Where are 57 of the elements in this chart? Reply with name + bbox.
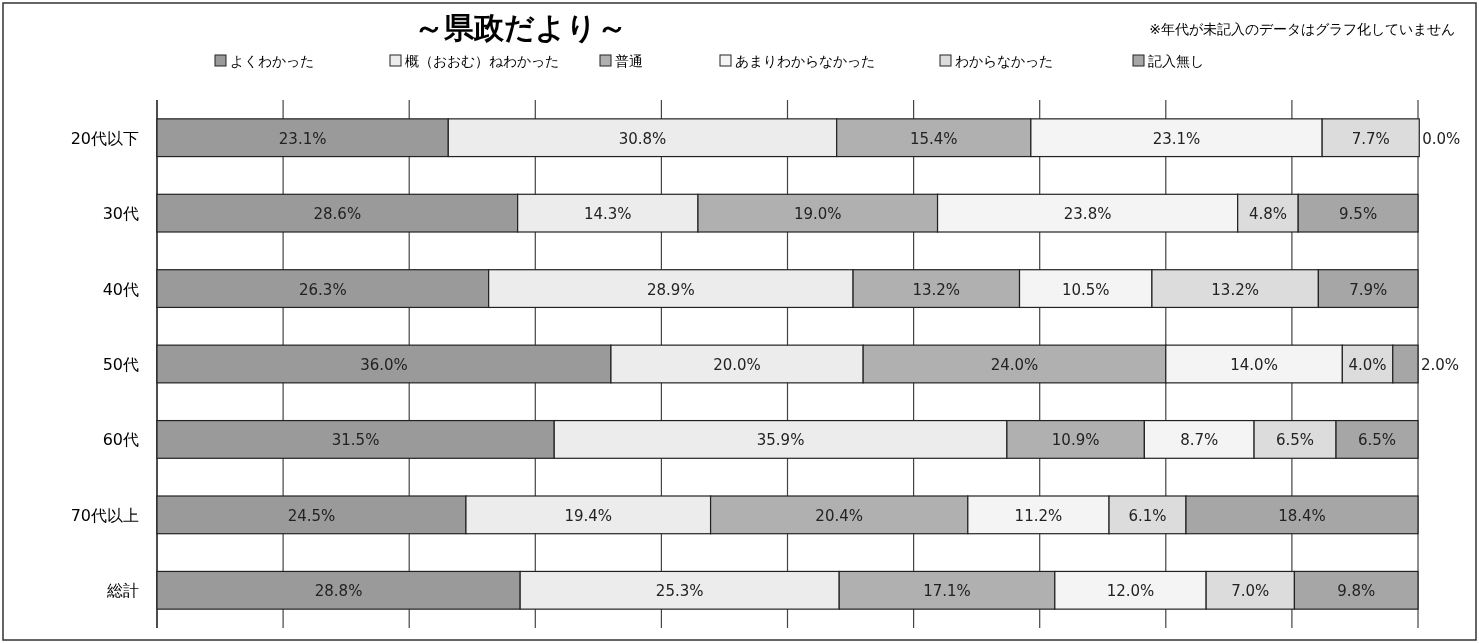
data-label: 18.4%: [1278, 506, 1326, 525]
data-label: 14.0%: [1230, 356, 1278, 374]
y-tick-label: 60代: [102, 430, 139, 450]
data-label: 12.0%: [1106, 582, 1155, 601]
data-label: 6.5%: [1357, 431, 1397, 450]
y-tick-label: 40代: [102, 279, 139, 299]
chart-title: ～県政だより～: [413, 10, 627, 45]
data-label: 8.7%: [1180, 431, 1219, 450]
data-label: 35.9%: [756, 431, 805, 450]
data-label: 23.8%: [1063, 205, 1112, 224]
data-label: 26.3%: [298, 280, 347, 299]
legend-label: 概（おおむ）ねわかった: [405, 53, 559, 69]
data-label: 6.5%: [1276, 431, 1315, 450]
data-label: 15.4%: [909, 129, 958, 148]
data-label: 36.0%: [360, 356, 408, 374]
data-label: 28.8%: [314, 582, 363, 601]
data-label: 4.8%: [1248, 205, 1287, 224]
y-tick-label: 20代以下: [70, 128, 139, 148]
legend-label: わからなかった: [955, 53, 1053, 69]
legend-label: あまりわからなかった: [735, 53, 875, 69]
data-label: 6.1%: [1128, 506, 1167, 525]
data-label: 9.5%: [1339, 205, 1378, 224]
data-label: 7.9%: [1349, 280, 1388, 299]
y-tick-label: 50代: [102, 355, 139, 374]
data-label: 23.1%: [278, 129, 327, 148]
data-label: 28.9%: [647, 280, 695, 299]
data-label: 23.1%: [1152, 129, 1201, 148]
legend-label: 普通: [615, 53, 643, 69]
data-label: 24.5%: [287, 506, 336, 525]
data-label: 17.1%: [923, 582, 971, 601]
y-tick-label: 30代: [102, 204, 139, 224]
data-label: 13.2%: [1211, 280, 1259, 299]
data-label: 11.2%: [1014, 506, 1063, 525]
legend-label: 記入無し: [1148, 53, 1204, 69]
data-label: 24.0%: [990, 356, 1039, 374]
data-label: 10.9%: [1051, 431, 1100, 450]
data-label: 25.3%: [655, 582, 704, 601]
data-label: 7.0%: [1231, 582, 1270, 601]
y-tick-label: 総計: [106, 581, 139, 601]
data-label: 0.0%: [1422, 129, 1461, 148]
data-label: 13.2%: [912, 280, 961, 299]
data-label: 14.3%: [583, 205, 632, 224]
data-label: 19.0%: [793, 205, 842, 224]
legend-label: よくわかった: [230, 53, 314, 69]
text: ※年代が未記入のデータはグラフ化していません: [1149, 21, 1455, 37]
data-label: 30.8%: [618, 129, 667, 148]
data-label: 20.4%: [815, 506, 864, 525]
data-label: 31.5%: [331, 431, 380, 450]
data-label: 7.7%: [1351, 129, 1390, 148]
data-label: 20.0%: [713, 356, 761, 374]
data-label: 9.8%: [1337, 582, 1376, 601]
data-label: 2.0%: [1421, 356, 1460, 374]
data-label: 4.0%: [1348, 356, 1387, 374]
y-tick-label: 70代以上: [70, 505, 139, 525]
data-label: 19.4%: [564, 506, 613, 525]
data-label: 10.5%: [1061, 280, 1110, 299]
data-label: 28.6%: [313, 205, 362, 224]
